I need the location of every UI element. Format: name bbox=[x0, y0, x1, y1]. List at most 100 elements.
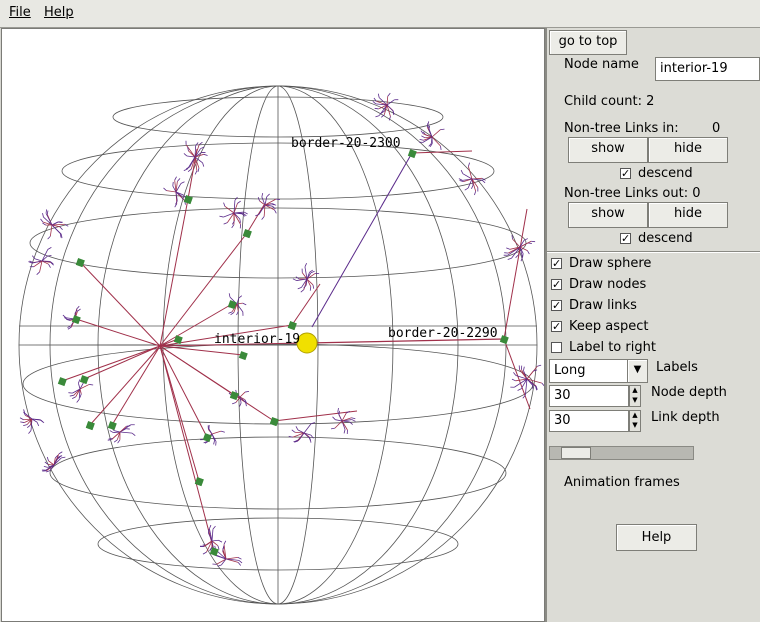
graph-link bbox=[503, 338, 531, 410]
keep-aspect-checkbox[interactable]: ✓ bbox=[551, 320, 562, 333]
help-menu[interactable]: Help bbox=[44, 5, 74, 20]
graph-link bbox=[460, 169, 464, 174]
graph-link bbox=[47, 464, 55, 466]
graph-link bbox=[175, 183, 182, 193]
graph-node[interactable] bbox=[173, 335, 183, 345]
graph-node[interactable] bbox=[183, 195, 193, 205]
links-in-show-button[interactable]: show bbox=[568, 137, 648, 163]
slider-thumb[interactable] bbox=[561, 447, 591, 459]
graph-link bbox=[79, 393, 82, 398]
graph-node[interactable] bbox=[57, 377, 67, 387]
graph-link bbox=[48, 263, 51, 268]
animation-frames-slider[interactable] bbox=[549, 446, 694, 460]
graph-link bbox=[295, 276, 300, 280]
graph-link bbox=[524, 378, 528, 396]
graph-link bbox=[24, 418, 33, 423]
graph-link bbox=[386, 104, 394, 112]
graph-link bbox=[310, 434, 314, 439]
graph-link bbox=[203, 153, 208, 156]
file-menu[interactable]: File bbox=[9, 5, 31, 20]
labels-label: Labels bbox=[656, 360, 698, 375]
graph-link bbox=[304, 266, 308, 280]
help-menu-label: Help bbox=[44, 5, 74, 20]
graph-link bbox=[527, 242, 532, 244]
draw-links-checkbox[interactable]: ✓ bbox=[551, 299, 562, 312]
graph-link bbox=[245, 402, 247, 407]
graph-link bbox=[239, 396, 246, 400]
graph-link bbox=[131, 432, 136, 437]
graph-node[interactable] bbox=[287, 321, 297, 331]
go-to-top-button[interactable]: go to top bbox=[549, 30, 627, 55]
draw-nodes-checkbox[interactable]: ✓ bbox=[551, 278, 562, 291]
graph-link bbox=[515, 375, 528, 380]
graph-link bbox=[467, 178, 473, 189]
graph-link bbox=[533, 369, 538, 372]
graph-link bbox=[264, 203, 271, 206]
graph-link bbox=[211, 430, 222, 435]
graph-node[interactable] bbox=[194, 477, 204, 487]
graph-link bbox=[305, 278, 308, 286]
spin-up-icon[interactable]: ▲ bbox=[632, 386, 638, 394]
graph-link bbox=[54, 454, 59, 459]
links-out-show-button[interactable]: show bbox=[568, 202, 648, 228]
splitter[interactable] bbox=[545, 28, 547, 622]
labels-select[interactable]: Long bbox=[549, 359, 629, 383]
graph-node[interactable] bbox=[79, 375, 89, 385]
graph-link bbox=[45, 209, 47, 214]
graph-link bbox=[222, 545, 225, 550]
graph-link bbox=[166, 190, 177, 193]
labels-dropdown-arrow-icon[interactable]: ▼ bbox=[627, 359, 648, 383]
graph-link bbox=[292, 432, 305, 438]
links-out-hide-button[interactable]: hide bbox=[648, 202, 728, 228]
graph-node[interactable] bbox=[227, 300, 237, 310]
graph-link bbox=[467, 162, 471, 167]
graph-link bbox=[266, 193, 270, 198]
graph-node[interactable] bbox=[85, 421, 95, 431]
graph-link bbox=[177, 178, 181, 182]
node-depth-spinner[interactable]: ▲ ▼ bbox=[629, 385, 641, 407]
descend-out-checkbox[interactable]: ✓ bbox=[620, 232, 631, 245]
graph-link bbox=[234, 196, 238, 201]
graph-link bbox=[36, 271, 40, 275]
graph-link bbox=[223, 222, 228, 225]
descend-in-checkbox[interactable]: ✓ bbox=[620, 167, 631, 180]
graph-node[interactable] bbox=[75, 258, 85, 268]
graph-node[interactable] bbox=[209, 547, 219, 557]
graph-node[interactable] bbox=[407, 149, 417, 159]
graph-link bbox=[175, 191, 178, 201]
graph-canvas[interactable]: border-20-2300 border-20-2290 interior-1… bbox=[1, 28, 545, 622]
graph-node[interactable] bbox=[269, 417, 279, 427]
graph-node[interactable] bbox=[202, 433, 212, 443]
node-depth-label: Node depth bbox=[651, 385, 727, 400]
graph-link bbox=[109, 430, 114, 433]
graph-link bbox=[46, 470, 51, 473]
help-button[interactable]: Help bbox=[616, 524, 697, 551]
graph-node[interactable] bbox=[107, 421, 117, 431]
graph-link bbox=[481, 179, 486, 184]
label-to-right-checkbox[interactable] bbox=[551, 342, 562, 353]
draw-sphere-checkbox[interactable]: ✓ bbox=[551, 257, 562, 270]
sphere-graph[interactable]: border-20-2300 border-20-2290 interior-1… bbox=[2, 29, 544, 621]
selected-node[interactable] bbox=[296, 332, 318, 354]
graph-link bbox=[233, 203, 238, 214]
link-depth-spinner[interactable]: ▲ ▼ bbox=[629, 410, 641, 432]
graph-node[interactable] bbox=[71, 315, 81, 325]
link-depth-field[interactable]: 30 bbox=[549, 410, 629, 432]
graph-node[interactable] bbox=[499, 335, 509, 345]
spin-up-icon[interactable]: ▲ bbox=[632, 411, 638, 419]
graph-link bbox=[261, 196, 266, 206]
node-depth-field[interactable]: 30 bbox=[549, 385, 629, 407]
graph-link bbox=[57, 221, 62, 223]
graph-node[interactable] bbox=[238, 351, 248, 361]
graph-link bbox=[41, 260, 49, 265]
graph-link bbox=[292, 278, 297, 281]
graph-link bbox=[222, 549, 227, 560]
graph-node[interactable] bbox=[242, 229, 252, 239]
graph-link bbox=[503, 208, 528, 340]
node-name-field[interactable]: interior-19 bbox=[655, 57, 760, 81]
spin-down-icon[interactable]: ▼ bbox=[632, 396, 638, 404]
graph-node[interactable] bbox=[229, 391, 239, 401]
links-in-hide-button[interactable]: hide bbox=[648, 137, 728, 163]
graph-link bbox=[159, 232, 248, 347]
spin-down-icon[interactable]: ▼ bbox=[632, 421, 638, 429]
